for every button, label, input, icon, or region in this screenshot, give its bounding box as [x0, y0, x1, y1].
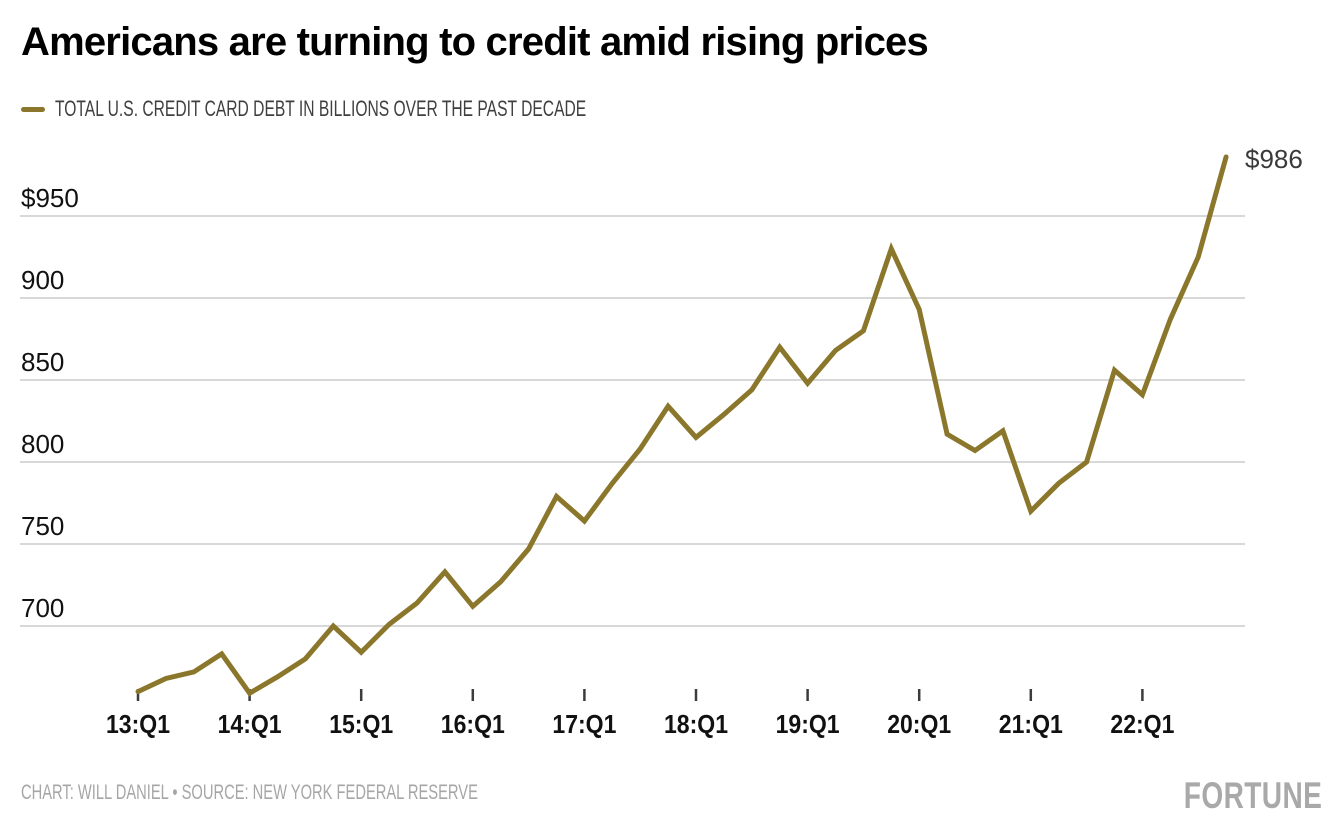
- chart-credit: CHART: WILL DANIEL • SOURCE: NEW YORK FE…: [21, 781, 478, 804]
- debt-line: [135, 154, 1229, 697]
- legend: TOTAL U.S. CREDIT CARD DEBT IN BILLIONS …: [21, 96, 803, 122]
- x-axis-label: 14:Q1: [218, 709, 282, 739]
- fortune-logo: FORTUNE: [1183, 775, 1322, 816]
- x-axis-label: 17:Q1: [552, 709, 616, 739]
- x-axis-label: 15:Q1: [329, 709, 393, 739]
- y-axis-label: 900: [21, 265, 64, 295]
- x-axis-label: 21:Q1: [999, 709, 1063, 739]
- gridlines: [20, 215, 1245, 627]
- y-axis-label: 700: [21, 593, 64, 623]
- y-axis-labels: $950 900 850 800 750 700: [21, 183, 79, 623]
- x-axis-label: 18:Q1: [664, 709, 728, 739]
- y-axis-label: $950: [21, 183, 79, 213]
- legend-label: TOTAL U.S. CREDIT CARD DEBT IN BILLIONS …: [55, 96, 587, 121]
- legend-line-swatch-icon: [21, 106, 45, 112]
- x-axis-ticks: [136, 689, 1144, 701]
- x-axis-label: 20:Q1: [887, 709, 951, 739]
- chart-title: Americans are turning to credit amid ris…: [21, 20, 929, 64]
- x-axis-label: 13:Q1: [106, 709, 170, 739]
- y-axis-label: 800: [21, 429, 64, 459]
- series-group: [135, 154, 1229, 697]
- y-axis-label: 850: [21, 347, 64, 377]
- x-axis-labels: 13:Q1 14:Q1 15:Q1 16:Q1 17:Q1 18:Q1 19:Q1 20:Q1…: [106, 709, 1174, 739]
- x-axis-label: 22:Q1: [1110, 709, 1174, 739]
- y-axis-label: 750: [21, 511, 64, 541]
- end-value-label: $986: [1245, 144, 1303, 174]
- x-axis-label: 19:Q1: [776, 709, 840, 739]
- x-axis-label: 16:Q1: [441, 709, 505, 739]
